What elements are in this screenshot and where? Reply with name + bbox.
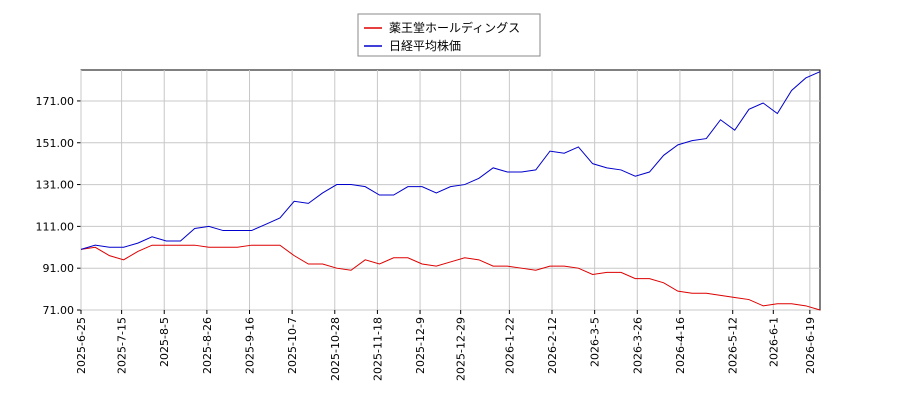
plot-frame <box>80 69 821 311</box>
x-tick-label: 2025-11-18 <box>371 317 384 381</box>
x-tick-label: 2025-9-16 <box>244 317 257 374</box>
y-tick-label: 111.00 <box>36 220 75 233</box>
x-tick-label: 2025-6-25 <box>75 317 88 374</box>
x-tick-label: 2026-4-16 <box>674 317 687 374</box>
legend-label: 薬王堂ホールディングス <box>389 20 520 35</box>
x-tick-label: 2026-2-12 <box>546 317 559 374</box>
x-tick-label: 2026-3-26 <box>631 317 644 374</box>
x-tick-label: 2026-6-19 <box>804 317 817 374</box>
x-tick-label: 2026-1-22 <box>503 317 516 374</box>
x-tick-label: 2026-5-12 <box>727 317 740 374</box>
y-tick-label: 91.00 <box>43 262 75 275</box>
y-tick-label: 151.00 <box>36 137 75 150</box>
y-tick-label: 71.00 <box>43 304 75 317</box>
x-tick-label: 2025-12-29 <box>455 317 468 381</box>
series-line <box>80 244 821 311</box>
legend-label: 日経平均株価 <box>389 38 461 53</box>
y-tick-label: 171.00 <box>36 95 75 108</box>
series-line <box>80 71 821 250</box>
x-tick-label: 2025-10-28 <box>329 317 342 381</box>
legend-box <box>357 13 541 57</box>
y-tick-label: 131.00 <box>36 179 75 192</box>
x-tick-label: 2025-7-15 <box>116 317 129 374</box>
x-tick-label: 2025-12-9 <box>414 317 427 374</box>
x-tick-label: 2025-10-7 <box>286 317 299 374</box>
x-tick-label: 2025-8-5 <box>158 317 171 367</box>
x-tick-label: 2026-3-5 <box>589 317 602 367</box>
x-tick-label: 2026-6-1 <box>767 317 780 367</box>
x-tick-label: 2025-8-26 <box>201 317 214 374</box>
